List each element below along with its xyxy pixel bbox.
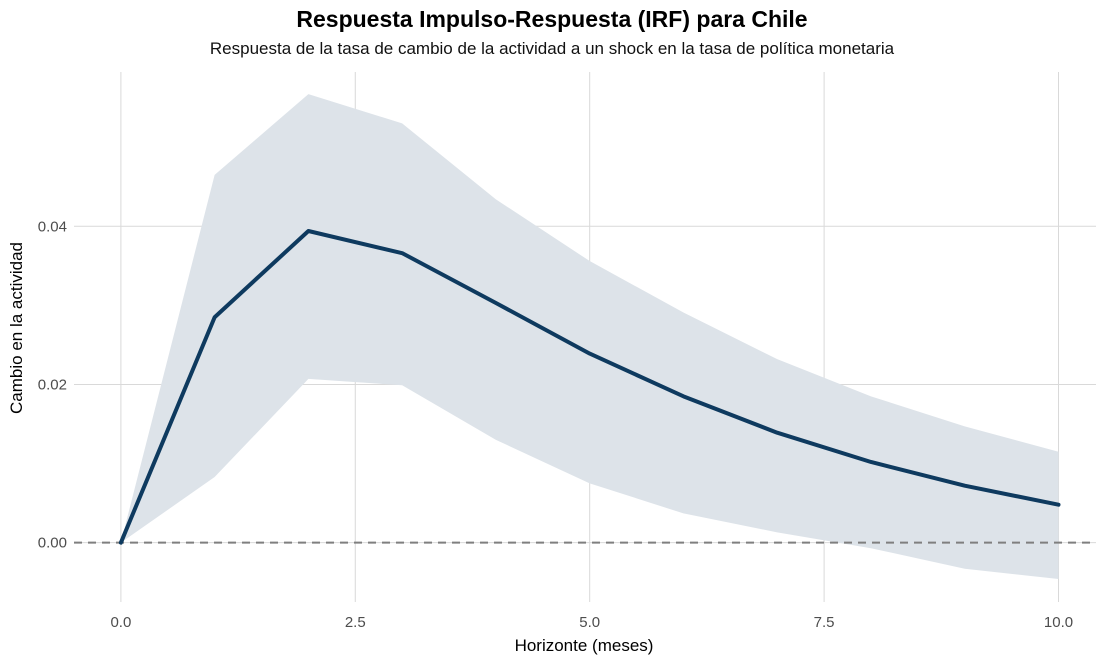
- confidence-band: [120, 94, 1059, 580]
- confidence-band-layer: [120, 94, 1059, 580]
- x-tick-label-3: 7.5: [814, 614, 835, 631]
- x-tick-label-4: 10.0: [1044, 614, 1073, 631]
- y-tick-label-2: 0.04: [38, 218, 67, 235]
- y-axis-title: Cambio en la actividad: [7, 242, 26, 414]
- y-tick-label-1: 0.02: [38, 376, 67, 393]
- chart-subtitle: Respuesta de la tasa de cambio de la act…: [209, 39, 895, 58]
- x-tick-labels: 0.0 2.5 5.0 7.5 10.0: [110, 614, 1073, 631]
- y-tick-labels: 0.00 0.02 0.04: [38, 218, 67, 551]
- x-axis-title: Horizonte (meses): [515, 636, 654, 655]
- chart-title: Respuesta Impulso-Respuesta (IRF) para C…: [296, 6, 808, 32]
- y-tick-label-0: 0.00: [38, 535, 67, 552]
- x-tick-label-1: 2.5: [345, 614, 366, 631]
- x-tick-label-2: 5.0: [579, 614, 600, 631]
- irf-line-layer: [118, 229, 1061, 545]
- x-tick-label-0: 0.0: [110, 614, 131, 631]
- irf-line: [118, 229, 1061, 545]
